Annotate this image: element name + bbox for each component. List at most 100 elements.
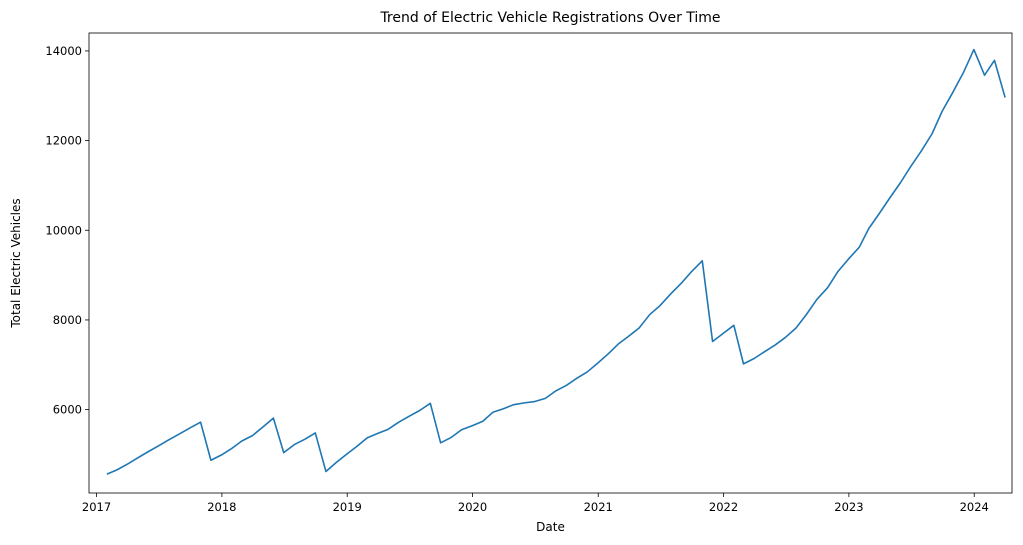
data-point bbox=[115, 469, 117, 471]
data-point bbox=[973, 48, 975, 50]
x-tick-label: 2021 bbox=[584, 500, 613, 514]
x-axis-label: Date bbox=[536, 520, 565, 534]
data-point bbox=[638, 327, 640, 329]
data-point bbox=[586, 371, 588, 373]
data-point bbox=[450, 436, 452, 438]
data-point bbox=[418, 409, 420, 411]
data-point bbox=[199, 421, 201, 423]
data-point bbox=[544, 397, 546, 399]
data-point bbox=[387, 428, 389, 430]
data-point bbox=[983, 74, 985, 76]
data-point bbox=[993, 59, 995, 61]
data-point bbox=[523, 402, 525, 404]
plot-border bbox=[88, 32, 1013, 494]
data-point bbox=[669, 293, 671, 295]
data-point bbox=[889, 197, 891, 199]
x-tick-label: 2022 bbox=[709, 500, 738, 514]
x-axis: 2017 2018 2019 2020 2021 2022 2023 2024 bbox=[82, 493, 989, 514]
data-point bbox=[189, 427, 191, 429]
data-point bbox=[628, 335, 630, 337]
data-point bbox=[878, 212, 880, 214]
data-point bbox=[398, 421, 400, 423]
y-tick-label: 6000 bbox=[53, 403, 82, 417]
data-point bbox=[346, 453, 348, 455]
data-point bbox=[293, 443, 295, 445]
data-point bbox=[325, 470, 327, 472]
data-point bbox=[576, 377, 578, 379]
data-point bbox=[304, 438, 306, 440]
data-point bbox=[471, 425, 473, 427]
y-axis: 6000 8000 10000 12000 14000 bbox=[45, 44, 89, 417]
data-point bbox=[220, 454, 222, 456]
data-point bbox=[241, 440, 243, 442]
data-point bbox=[272, 417, 274, 419]
data-point bbox=[711, 340, 713, 342]
data-point bbox=[733, 324, 735, 326]
data-point bbox=[377, 432, 379, 434]
data-point bbox=[784, 336, 786, 338]
data-point bbox=[701, 260, 703, 262]
data-point bbox=[106, 473, 108, 475]
data-point bbox=[136, 457, 138, 459]
data-point bbox=[805, 313, 807, 315]
data-point bbox=[565, 384, 567, 386]
data-point bbox=[837, 270, 839, 272]
data-point bbox=[868, 227, 870, 229]
data-point bbox=[816, 298, 818, 300]
x-tick-label: 2018 bbox=[207, 500, 236, 514]
data-point bbox=[460, 429, 462, 431]
y-tick-label: 10000 bbox=[45, 223, 82, 237]
data-point bbox=[439, 442, 441, 444]
data-point bbox=[774, 344, 776, 346]
data-point bbox=[314, 432, 316, 434]
data-point bbox=[366, 437, 368, 439]
data-point bbox=[826, 286, 828, 288]
x-tick-label: 2020 bbox=[458, 500, 487, 514]
data-point bbox=[617, 343, 619, 345]
data-point bbox=[251, 434, 253, 436]
data-point bbox=[690, 270, 692, 272]
data-point bbox=[659, 304, 661, 306]
data-point bbox=[262, 426, 264, 428]
series-line bbox=[106, 48, 1006, 475]
plot-frame bbox=[88, 32, 1013, 494]
data-point bbox=[282, 451, 284, 453]
data-point bbox=[649, 313, 651, 315]
data-point bbox=[962, 72, 964, 74]
data-point bbox=[899, 182, 901, 184]
data-point bbox=[597, 362, 599, 364]
data-point bbox=[482, 420, 484, 422]
data-point bbox=[920, 150, 922, 152]
x-tick-label: 2023 bbox=[834, 500, 863, 514]
data-point bbox=[513, 403, 515, 405]
data-point bbox=[408, 415, 410, 417]
x-tick-label: 2024 bbox=[960, 500, 989, 514]
data-point bbox=[607, 352, 609, 354]
data-point bbox=[795, 327, 797, 329]
y-tick-label: 12000 bbox=[45, 134, 82, 148]
data-point bbox=[168, 438, 170, 440]
data-point bbox=[178, 433, 180, 435]
data-point bbox=[534, 400, 536, 402]
data-point bbox=[492, 411, 494, 413]
data-point bbox=[847, 258, 849, 260]
data-point bbox=[429, 402, 431, 404]
data-point bbox=[147, 451, 149, 453]
x-tick-label: 2019 bbox=[333, 500, 362, 514]
data-point bbox=[763, 351, 765, 353]
data-point bbox=[335, 461, 337, 463]
data-point bbox=[952, 91, 954, 93]
data-point bbox=[858, 246, 860, 248]
data-point bbox=[126, 463, 128, 465]
data-point bbox=[742, 363, 744, 365]
data-point bbox=[210, 459, 212, 461]
y-axis-label: Total Electric Vehicles bbox=[9, 198, 23, 328]
y-tick-label: 8000 bbox=[53, 313, 82, 327]
data-point bbox=[910, 165, 912, 167]
chart-title: Trend of Electric Vehicle Registrations … bbox=[379, 10, 720, 26]
data-point bbox=[722, 332, 724, 334]
data-point bbox=[356, 445, 358, 447]
data-point bbox=[753, 357, 755, 359]
data-point bbox=[157, 445, 159, 447]
